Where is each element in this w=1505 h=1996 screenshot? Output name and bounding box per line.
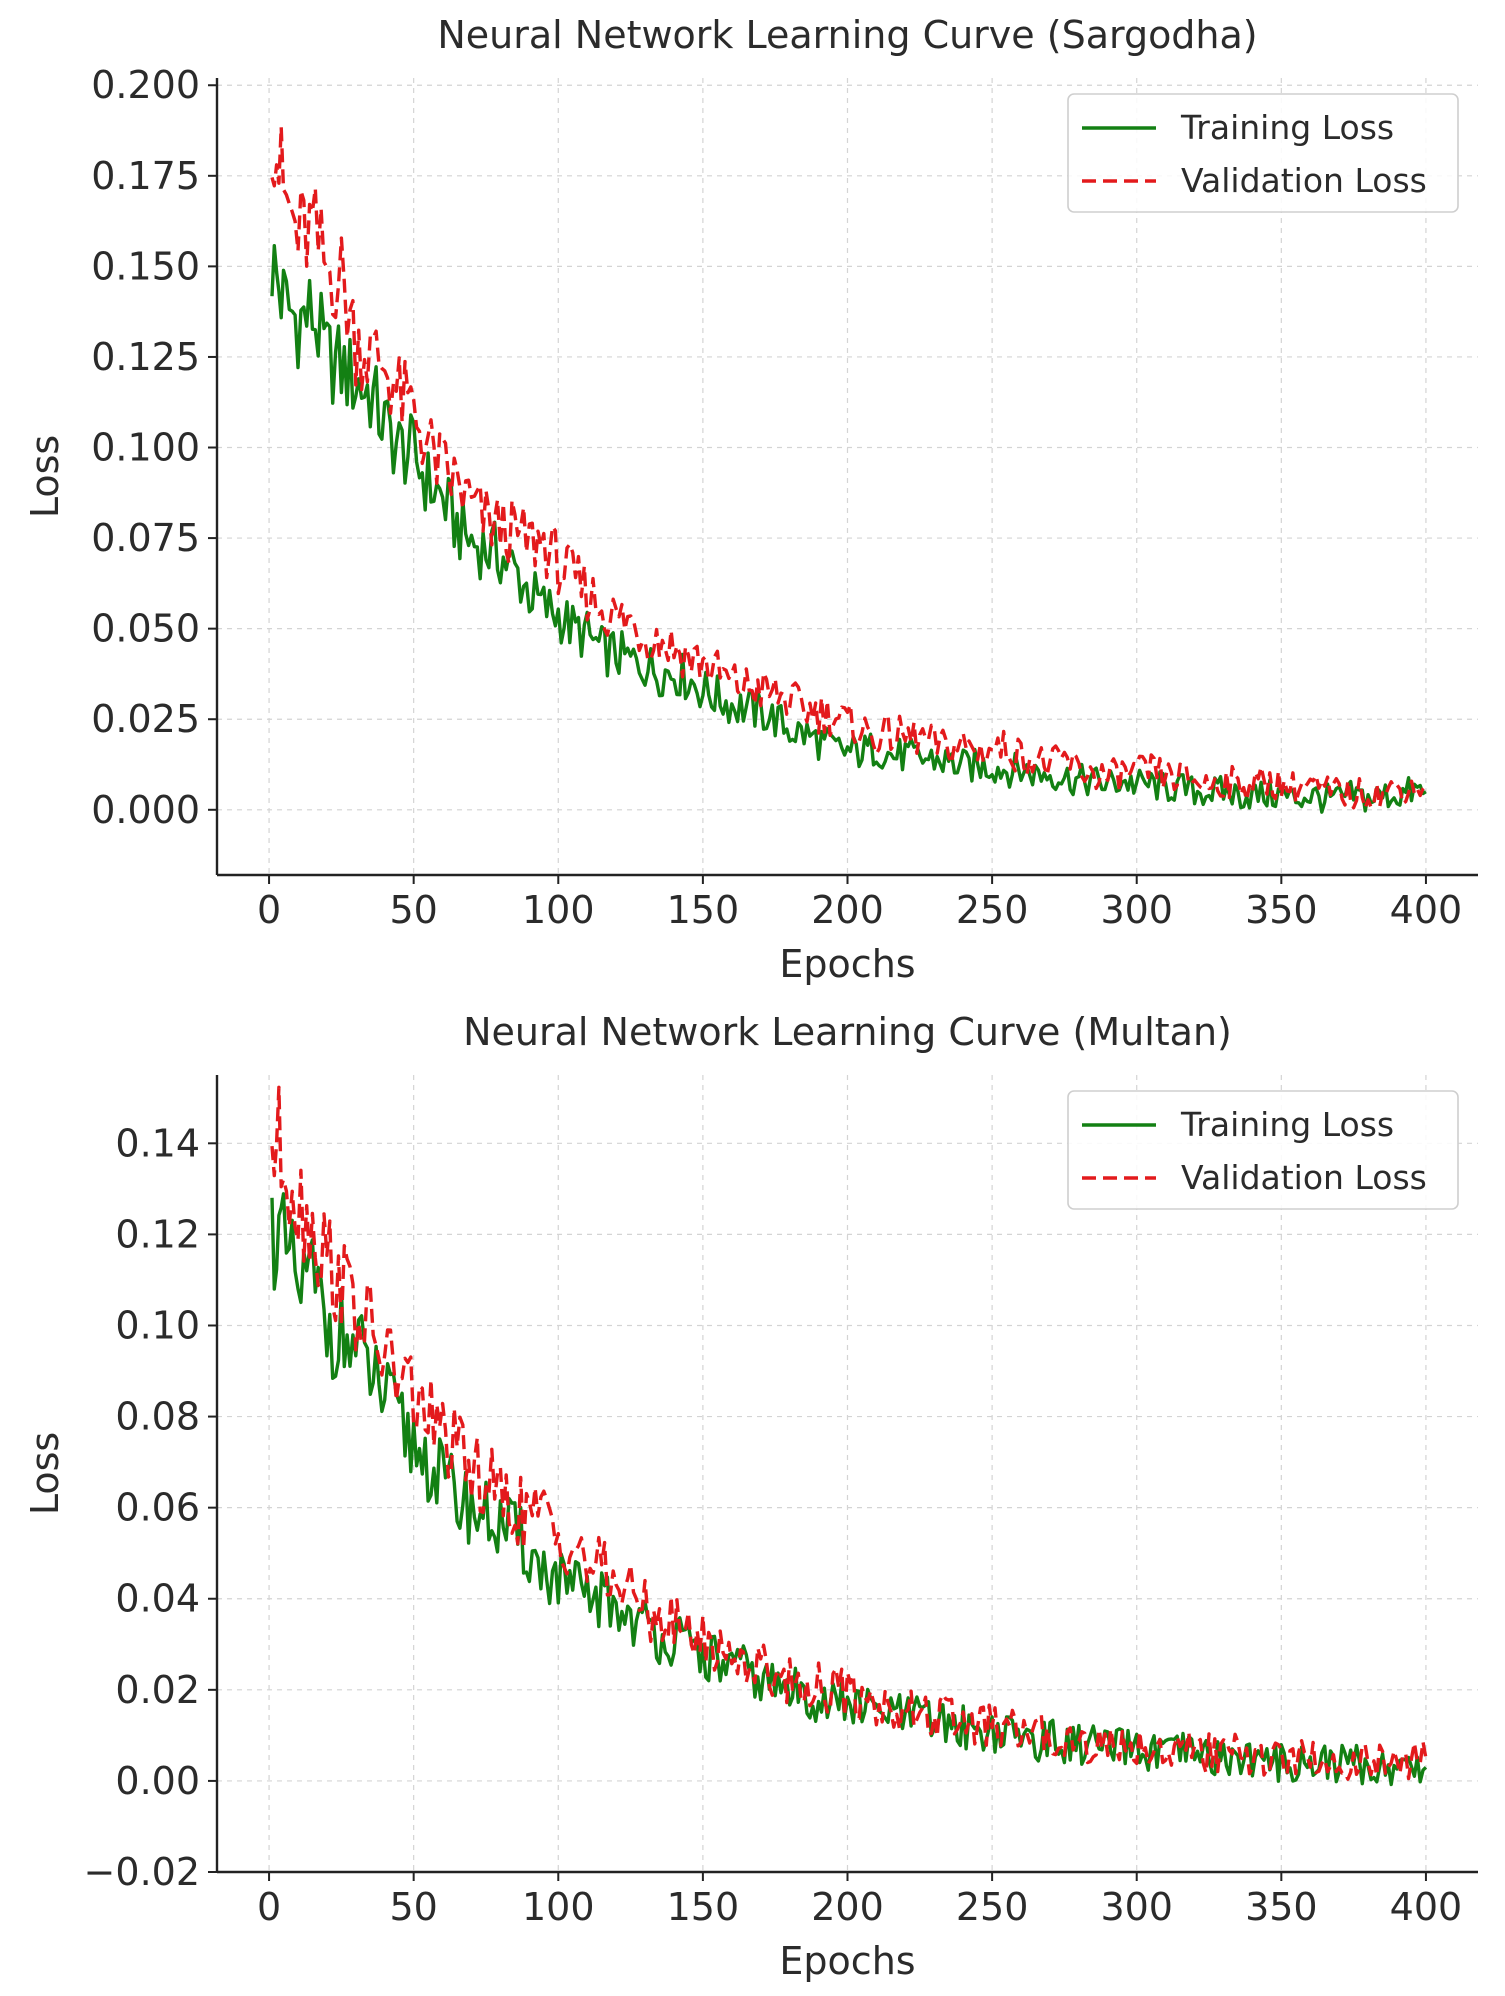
x-tick-label: 100 (522, 888, 595, 932)
x-tick-label: 150 (667, 888, 740, 932)
x-tick-label: 400 (1390, 1885, 1463, 1929)
legend-box (1067, 1090, 1459, 1210)
y-tick-label: 0.04 (115, 1577, 200, 1621)
x-tick-label: 50 (389, 888, 437, 932)
chart-title: Neural Network Learning Curve (Multan) (463, 1010, 1232, 1054)
legend-label: Validation Loss (1181, 1158, 1427, 1197)
legend: Training Loss Validation Loss (1067, 1090, 1459, 1210)
y-tick-label: 0.150 (91, 244, 200, 288)
legend: Training Loss Validation Loss (1067, 93, 1459, 213)
y-tick-label: 0.10 (115, 1303, 200, 1347)
chart-2: Neural Network Learning Curve (Multan) 0 5… (23, 1010, 1478, 1983)
y-tick-label: 0.02 (115, 1668, 200, 1712)
chart-1: Neural Network Learning Curve (Sargodha)… (23, 13, 1478, 986)
x-tick-label: 50 (389, 1885, 437, 1929)
x-tick-label: 400 (1390, 888, 1463, 932)
y-tick-label: 0.125 (91, 335, 200, 379)
y-tick-label: 0.12 (115, 1212, 200, 1256)
y-axis-label: Loss (23, 435, 67, 518)
x-tick-label: 100 (522, 1885, 595, 1929)
series-line-training-loss (270, 244, 1427, 814)
legend-box (1067, 93, 1459, 213)
y-tick-label: 0.025 (91, 697, 200, 741)
x-tick-label: 150 (667, 1885, 740, 1929)
legend-label: Training Loss (1180, 108, 1394, 147)
y-tick-label: 0.08 (115, 1395, 200, 1439)
x-axis-label: Epochs (779, 1939, 915, 1983)
y-tick-label: 0.00 (115, 1759, 200, 1803)
x-tick-label: 350 (1245, 888, 1318, 932)
y-axis-label: Loss (23, 1432, 67, 1515)
chart-title: Neural Network Learning Curve (Sargodha) (437, 13, 1257, 57)
x-tick-label: 200 (811, 1885, 884, 1929)
x-tick-label: 250 (956, 1885, 1029, 1929)
series-line-validation-loss (270, 125, 1428, 810)
y-tick-label: 0.200 (91, 63, 200, 107)
x-tick-label: 200 (811, 888, 884, 932)
y-tick-label: 0.000 (91, 788, 200, 832)
x-tick-label: 300 (1100, 1885, 1173, 1929)
y-tick-label: 0.100 (91, 426, 200, 470)
legend-label: Validation Loss (1181, 161, 1427, 200)
y-tick-label: 0.06 (115, 1486, 200, 1530)
x-tick-label: 0 (257, 888, 281, 932)
x-tick-label: 0 (257, 1885, 281, 1929)
x-tick-label: 350 (1245, 1885, 1318, 1929)
series-line-validation-loss (270, 1085, 1428, 1781)
x-axis-label: Epochs (779, 942, 915, 986)
y-tick-label: −0.02 (84, 1850, 200, 1894)
y-tick-label: 0.175 (91, 154, 200, 198)
y-tick-label: 0.14 (115, 1121, 200, 1165)
x-tick-label: 250 (956, 888, 1029, 932)
legend-label: Training Loss (1180, 1105, 1394, 1144)
x-tick-label: 300 (1100, 888, 1173, 932)
y-tick-label: 0.050 (91, 607, 200, 651)
y-tick-label: 0.075 (91, 516, 200, 560)
